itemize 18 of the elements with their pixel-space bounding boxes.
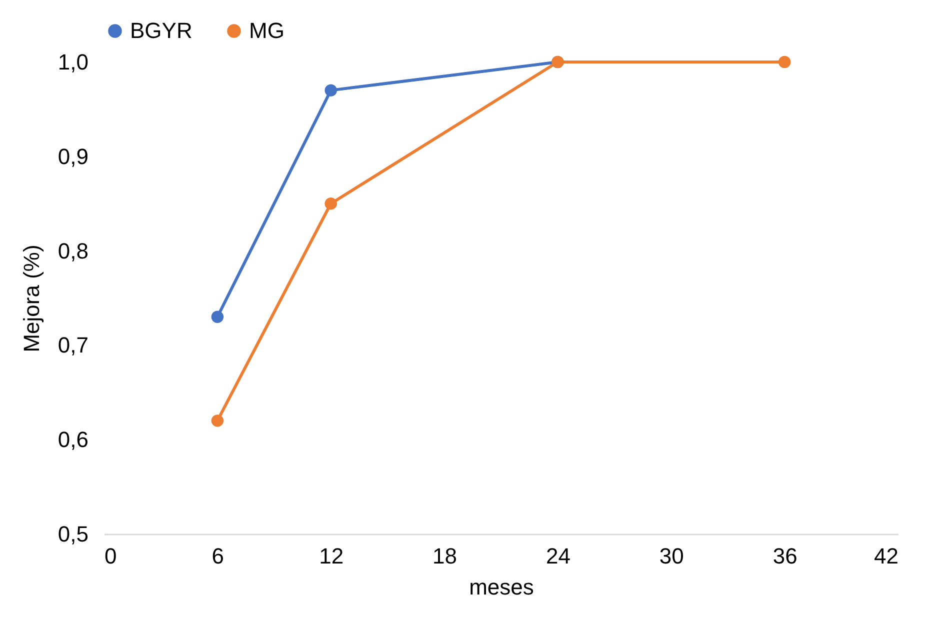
y-axis-title: Mejora (%) — [18, 244, 44, 352]
legend-label: BGYR — [130, 18, 192, 43]
x-axis-title: meses — [469, 574, 534, 600]
x-tick-label: 0 — [104, 544, 117, 568]
y-tick-label: 0,5 — [58, 522, 88, 546]
x-tick-label: 42 — [874, 544, 898, 568]
x-tick-label: 36 — [772, 544, 798, 568]
y-tick-label: 0,7 — [58, 332, 88, 358]
y-tick-label: 1,0 — [58, 50, 88, 74]
y-tick-label: 0,6 — [58, 427, 88, 452]
y-tick-label: 0,8 — [58, 238, 88, 264]
x-tick-label: 6 — [212, 544, 224, 568]
y-tick-label: 0,9 — [58, 144, 88, 169]
legend-label: MG — [249, 18, 284, 43]
x-tick-label: 24 — [546, 544, 570, 568]
x-tick-label: 12 — [319, 544, 344, 568]
x-tick-label: 30 — [659, 544, 684, 568]
x-tick-label: 18 — [432, 544, 458, 568]
